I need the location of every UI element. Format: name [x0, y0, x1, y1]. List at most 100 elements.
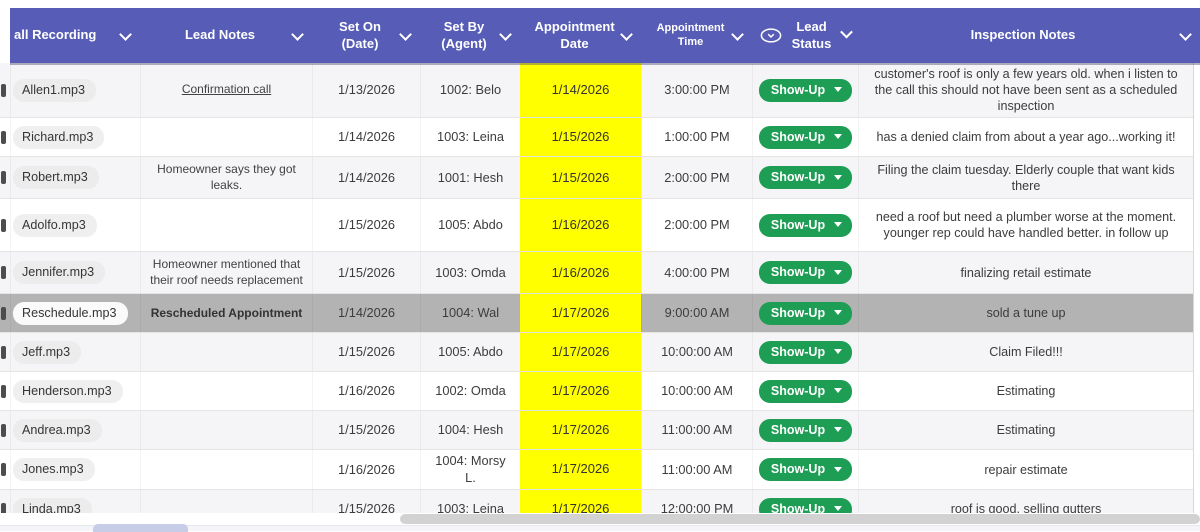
- set-by-agent-cell[interactable]: 1004: Wal: [420, 294, 520, 333]
- lead-notes-cell[interactable]: [140, 411, 312, 450]
- set-on-date-cell[interactable]: 1/13/2026: [312, 63, 420, 118]
- set-by-agent-cell[interactable]: 1005: Abdo: [420, 333, 520, 372]
- appointment-date-cell[interactable]: 1/16/2026: [520, 252, 641, 294]
- appointment-date-cell[interactable]: 1/15/2026: [520, 157, 641, 199]
- chevron-down-icon[interactable]: [1179, 27, 1192, 41]
- lead-status-cell[interactable]: Show-Up: [752, 63, 858, 118]
- appointment-time-cell[interactable]: 11:00:00 AM: [641, 411, 752, 450]
- status-pill[interactable]: Show-Up: [758, 418, 853, 442]
- appointment-date-cell[interactable]: 1/15/2026: [520, 118, 641, 157]
- recording-chip[interactable]: Andrea.mp3: [13, 418, 102, 442]
- lead-status-cell[interactable]: Show-Up: [752, 372, 858, 411]
- status-pill[interactable]: Show-Up: [758, 213, 853, 237]
- lead-notes-cell[interactable]: Rescheduled Appointment: [140, 294, 312, 333]
- status-pill[interactable]: Show-Up: [758, 379, 853, 403]
- column-header-lead-notes[interactable]: Lead Notes: [140, 8, 312, 63]
- status-pill[interactable]: Show-Up: [758, 340, 853, 364]
- column-header-call-recording[interactable]: all Recording: [10, 8, 140, 63]
- appointment-time-cell[interactable]: 11:00:00 AM: [641, 450, 752, 490]
- recording-chip[interactable]: Jones.mp3: [13, 458, 95, 482]
- chevron-down-icon[interactable]: [291, 27, 304, 41]
- set-on-date-cell[interactable]: 1/16/2026: [312, 450, 420, 490]
- set-by-agent-cell[interactable]: 1005: Abdo: [420, 199, 520, 252]
- set-on-date-cell[interactable]: 1/15/2026: [312, 411, 420, 450]
- column-header-lead-status[interactable]: Lead Status: [752, 8, 858, 63]
- inspection-notes-cell[interactable]: finalizing retail estimate: [858, 252, 1193, 294]
- set-by-agent-cell[interactable]: 1003: Leina: [420, 118, 520, 157]
- lead-notes-cell[interactable]: [140, 490, 312, 513]
- set-on-date-cell[interactable]: 1/15/2026: [312, 333, 420, 372]
- table-row[interactable]: Linda.mp3 1/15/2026 1003: Leina 1/17/202…: [0, 490, 1193, 513]
- inspection-notes-cell[interactable]: need a roof but need a plumber worse at …: [858, 199, 1193, 252]
- set-by-agent-cell[interactable]: 1002: Belo: [420, 63, 520, 118]
- set-on-date-cell[interactable]: 1/15/2026: [312, 199, 420, 252]
- set-by-agent-cell[interactable]: 1003: Omda: [420, 252, 520, 294]
- call-recording-cell[interactable]: Henderson.mp3: [10, 372, 140, 411]
- call-recording-cell[interactable]: Richard.mp3: [10, 118, 140, 157]
- inspection-notes-cell[interactable]: has a denied claim from about a year ago…: [858, 118, 1193, 157]
- lead-notes-cell[interactable]: Homeowner mentioned that their roof need…: [140, 252, 312, 294]
- set-on-date-cell[interactable]: 1/14/2026: [312, 157, 420, 199]
- recording-chip[interactable]: Henderson.mp3: [13, 379, 123, 403]
- table-row[interactable]: Adolfo.mp3 1/15/2026 1005: Abdo 1/16/202…: [0, 199, 1193, 253]
- inspection-notes-cell[interactable]: repair estimate: [858, 450, 1193, 490]
- appointment-time-cell[interactable]: 10:00:00 AM: [641, 333, 752, 372]
- lead-notes-cell[interactable]: [140, 450, 312, 490]
- table-row[interactable]: Robert.mp3 Homeowner says they got leaks…: [0, 157, 1193, 200]
- lead-notes-cell[interactable]: Homeowner says they got leaks.: [140, 157, 312, 199]
- lead-notes-cell[interactable]: Confirmation call: [140, 63, 312, 118]
- appointment-time-cell[interactable]: 9:00:00 AM: [641, 294, 752, 333]
- call-recording-cell[interactable]: Adolfo.mp3: [10, 199, 140, 252]
- lead-status-cell[interactable]: Show-Up: [752, 118, 858, 157]
- table-row[interactable]: Reschedule.mp3 Rescheduled Appointment 1…: [0, 294, 1193, 334]
- recording-chip[interactable]: Robert.mp3: [13, 166, 99, 190]
- chevron-down-icon[interactable]: [839, 25, 853, 39]
- lead-status-cell[interactable]: Show-Up: [752, 252, 858, 294]
- recording-chip[interactable]: Reschedule.mp3: [13, 301, 128, 325]
- appointment-date-cell[interactable]: 1/14/2026: [520, 63, 641, 118]
- call-recording-cell[interactable]: Allen1.mp3: [10, 63, 140, 118]
- recording-chip[interactable]: Adolfo.mp3: [13, 213, 97, 237]
- status-pill[interactable]: Show-Up: [758, 166, 853, 190]
- appointment-time-cell[interactable]: 10:00:00 AM: [641, 372, 752, 411]
- appointment-date-cell[interactable]: 1/16/2026: [520, 199, 641, 252]
- call-recording-cell[interactable]: Jennifer.mp3: [10, 252, 140, 294]
- inspection-notes-cell[interactable]: Claim Filed!!!: [858, 333, 1193, 372]
- chevron-down-icon[interactable]: [731, 27, 744, 41]
- table-row[interactable]: Andrea.mp3 1/15/2026 1004: Hesh 1/17/202…: [0, 411, 1193, 451]
- call-recording-cell[interactable]: Andrea.mp3: [10, 411, 140, 450]
- set-by-agent-cell[interactable]: 1001: Hesh: [420, 157, 520, 199]
- status-pill[interactable]: Show-Up: [758, 261, 853, 285]
- set-on-date-cell[interactable]: 1/14/2026: [312, 118, 420, 157]
- appointment-time-cell[interactable]: 2:00:00 PM: [641, 199, 752, 252]
- set-by-agent-cell[interactable]: 1003: Leina: [420, 490, 520, 513]
- lead-status-cell[interactable]: Show-Up: [752, 450, 858, 490]
- horizontal-scrollbar[interactable]: [10, 513, 1200, 525]
- lead-status-cell[interactable]: Show-Up: [752, 333, 858, 372]
- inspection-notes-cell[interactable]: Filing the claim tuesday. Elderly couple…: [858, 157, 1193, 199]
- chevron-down-icon[interactable]: [119, 27, 132, 41]
- appointment-time-cell[interactable]: 12:00:00 PM: [641, 490, 752, 513]
- set-on-date-cell[interactable]: 1/15/2026: [312, 490, 420, 513]
- appointment-date-cell[interactable]: 1/17/2026: [520, 372, 641, 411]
- recording-chip[interactable]: Allen1.mp3: [13, 78, 97, 102]
- chevron-down-icon[interactable]: [399, 27, 412, 41]
- table-row[interactable]: Jones.mp3 1/16/2026 1004: Morsy L. 1/17/…: [0, 450, 1193, 491]
- column-header-appointment-time[interactable]: Appointment Time: [641, 8, 752, 63]
- inspection-notes-cell[interactable]: customer's roof is only a few years old.…: [858, 63, 1193, 118]
- recording-chip[interactable]: Jennifer.mp3: [13, 261, 106, 285]
- lead-status-cell[interactable]: Show-Up: [752, 157, 858, 199]
- appointment-time-cell[interactable]: 4:00:00 PM: [641, 252, 752, 294]
- column-header-appointment-date[interactable]: Appointment Date: [520, 8, 641, 63]
- status-pill[interactable]: Show-Up: [758, 125, 853, 149]
- recording-chip[interactable]: Jeff.mp3: [13, 340, 82, 364]
- appointment-date-cell[interactable]: 1/17/2026: [520, 411, 641, 450]
- set-on-date-cell[interactable]: 1/16/2026: [312, 372, 420, 411]
- status-pill[interactable]: Show-Up: [758, 458, 853, 482]
- set-by-agent-cell[interactable]: 1004: Hesh: [420, 411, 520, 450]
- set-on-date-cell[interactable]: 1/15/2026: [312, 252, 420, 294]
- call-recording-cell[interactable]: Robert.mp3: [10, 157, 140, 199]
- column-header-inspection-notes[interactable]: Inspection Notes: [858, 8, 1200, 63]
- appointment-date-cell[interactable]: 1/17/2026: [520, 450, 641, 490]
- lead-status-cell[interactable]: Show-Up: [752, 199, 858, 252]
